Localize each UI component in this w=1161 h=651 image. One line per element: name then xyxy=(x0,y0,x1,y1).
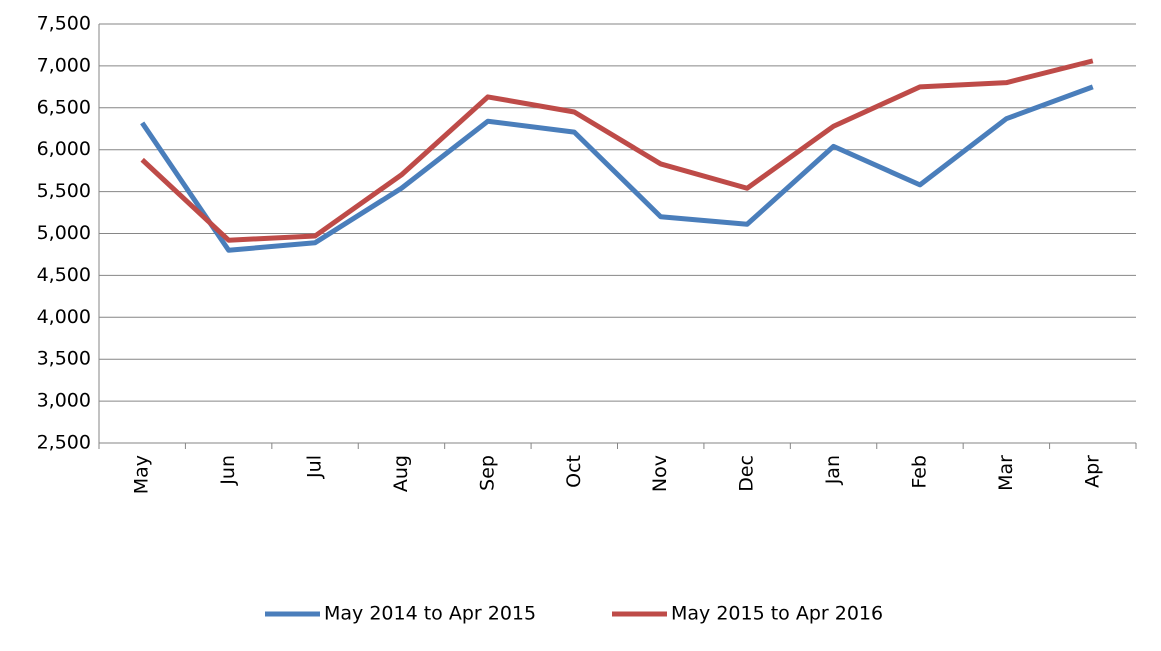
legend-label: May 2015 to Apr 2016 xyxy=(671,603,883,625)
legend-label: May 2014 to Apr 2015 xyxy=(324,603,536,625)
y-tick-label: 2,500 xyxy=(37,432,91,454)
x-tick-label: Oct xyxy=(563,455,585,488)
y-tick-label: 4,500 xyxy=(37,264,91,286)
x-tick-label: Jul xyxy=(304,455,326,479)
x-tick-label: Feb xyxy=(908,455,930,489)
x-tick-label: Sep xyxy=(476,455,498,491)
x-tick-label: Dec xyxy=(736,455,758,492)
x-tick-label: Apr xyxy=(1081,455,1103,488)
y-tick-label: 6,000 xyxy=(37,138,91,160)
x-tick-label: Mar xyxy=(995,455,1017,491)
y-tick-label: 7,000 xyxy=(37,54,91,76)
y-tick-label: 5,000 xyxy=(37,222,91,244)
series-line xyxy=(140,58,1094,243)
x-tick-label: Nov xyxy=(649,455,671,492)
x-tick-label: Aug xyxy=(390,455,412,492)
y-tick-label: 7,500 xyxy=(37,13,91,35)
x-tick-label: Jan xyxy=(822,455,844,485)
x-tick-label: May xyxy=(131,455,153,494)
y-tick-label: 3,000 xyxy=(37,390,91,412)
x-tick-label: Jun xyxy=(217,455,239,486)
series-line xyxy=(140,84,1094,253)
y-tick-label: 4,000 xyxy=(37,306,91,328)
y-tick-label: 3,500 xyxy=(37,348,91,370)
y-tick-label: 6,500 xyxy=(37,96,91,118)
y-tick-label: 5,500 xyxy=(37,180,91,202)
